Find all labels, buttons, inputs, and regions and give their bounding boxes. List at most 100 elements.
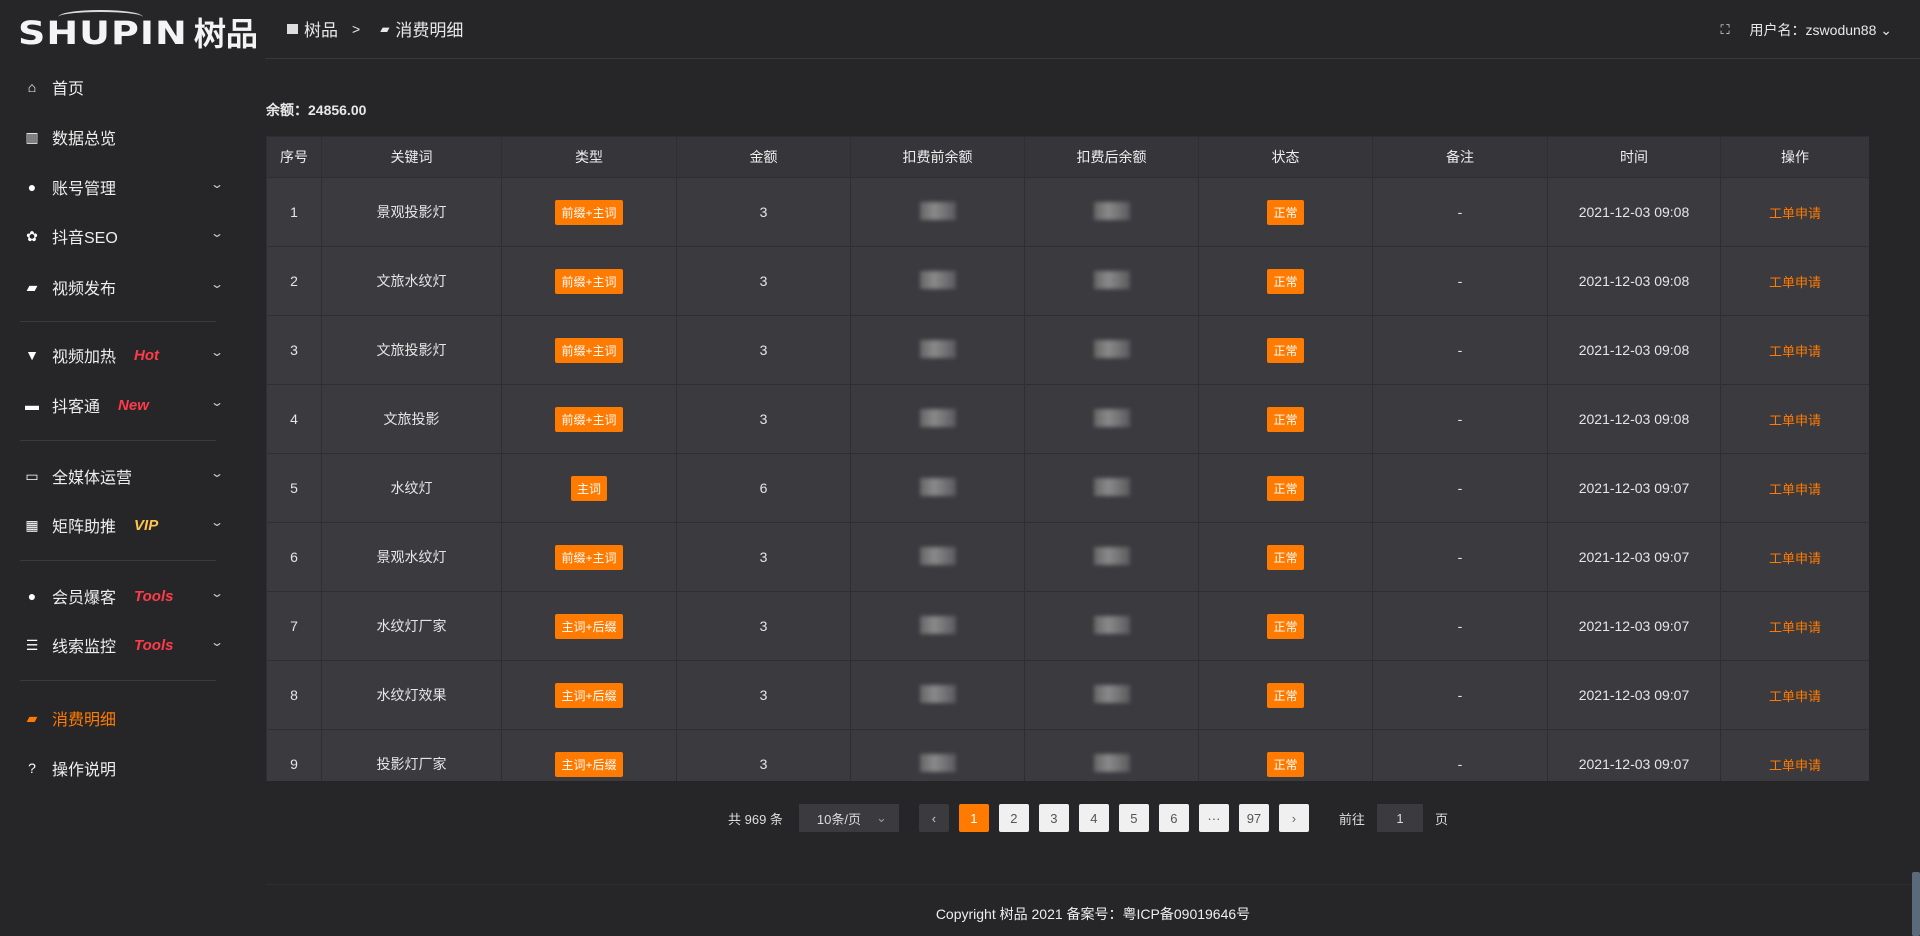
page-suffix: 页 (1434, 811, 1448, 827)
chevron-down-icon: ⌄ (209, 177, 225, 191)
page-button[interactable]: 6 (1158, 804, 1189, 832)
table-cell: 正常 (1198, 177, 1373, 247)
cell-text: 7 (290, 618, 298, 634)
cell-text: 3 (759, 273, 768, 289)
cell-text: 景观投影灯 (376, 204, 447, 220)
sidebar-item-7[interactable]: ▭ 全媒体运营 ⌄ (0, 456, 230, 496)
page-size-select[interactable]: 10条/页 ⌄ (798, 804, 899, 832)
cell-text: 2021-12-03 09:07 (1578, 549, 1690, 565)
table-cell (850, 591, 1025, 661)
table-cell: 工单申请 (1720, 522, 1869, 592)
ticket-link[interactable]: 工单申请 (1768, 688, 1821, 704)
table-cell: 水纹灯厂家 (321, 591, 502, 661)
table-row: 6 景观水纹灯 前缀+主词 3 正常 - 2021-12-03 09:07 工单申请 (266, 522, 1869, 592)
chevron-down-icon: ⌄ (1880, 22, 1892, 38)
status-badge: 正常 (1267, 751, 1304, 777)
scrollbar[interactable] (1912, 872, 1920, 936)
chevron-down-icon: ⌄ (209, 226, 225, 240)
page-button[interactable]: 3 (1038, 804, 1069, 832)
ticket-link[interactable]: 工单申请 (1768, 619, 1821, 635)
goto-label: 前往 (1338, 811, 1365, 827)
prev-page-button[interactable]: ‹ (918, 804, 949, 832)
table-cell (850, 453, 1025, 523)
sidebar-item-2[interactable]: ● 账号管理 ⌄ (0, 167, 230, 207)
breadcrumb-current: 消费明细 (395, 21, 464, 40)
user-icon: ● (27, 179, 37, 195)
cell-text: - (1457, 204, 1463, 220)
table-cell: 2021-12-03 09:08 (1547, 246, 1721, 316)
next-page-button[interactable]: › (1278, 804, 1309, 832)
table-cell: - (1372, 522, 1548, 592)
sidebar-item-label: 视频发布 (52, 281, 117, 298)
balance: 余额：24856.00 (266, 102, 367, 118)
table-cell: 3 (676, 246, 851, 316)
ticket-link[interactable]: 工单申请 (1768, 550, 1821, 566)
page-button[interactable]: 2 (998, 804, 1029, 832)
table-cell (1024, 246, 1199, 316)
blurred-balance (919, 753, 956, 772)
page-button[interactable]: ··· (1198, 804, 1229, 832)
table-cell: 前缀+主词 (501, 177, 677, 247)
ticket-link[interactable]: 工单申请 (1768, 343, 1821, 359)
cell-text: 3 (759, 204, 768, 220)
cell-text: 1 (290, 204, 298, 220)
sidebar-item-11[interactable]: ▰ 消费明细 (0, 698, 230, 738)
sidebar-item-1[interactable]: ▥ 数据总览 (0, 117, 230, 157)
sidebar-item-label: 首页 (52, 81, 85, 98)
ticket-link[interactable]: 工单申请 (1768, 205, 1821, 221)
sidebar-item-label: 抖音SEO (52, 230, 118, 247)
sliders-icon: ☰ (25, 636, 39, 653)
user-menu[interactable]: 用户名：zswodun88 ⌄ (1750, 20, 1892, 40)
cell-text: 5 (290, 480, 298, 496)
table-cell: 主词+后缀 (501, 591, 677, 661)
column-header: 时间 (1547, 136, 1721, 178)
sidebar-item-4[interactable]: ▰ 视频发布 ⌄ (0, 267, 230, 307)
table-cell: - (1372, 660, 1548, 730)
blurred-balance (919, 684, 956, 703)
breadcrumb-separator: > (352, 20, 361, 37)
table-cell: 工单申请 (1720, 246, 1869, 316)
table-cell: - (1372, 315, 1548, 385)
sidebar-item-5[interactable]: ▼ 视频加热 Hot ⌄ (0, 335, 230, 375)
table-row: 5 水纹灯 主词 6 正常 - 2021-12-03 09:07 工单申请 (266, 453, 1869, 523)
table-cell: 3 (676, 660, 851, 730)
ticket-link[interactable]: 工单申请 (1768, 757, 1821, 773)
sidebar-item-12[interactable]: ? 操作说明 (0, 748, 230, 788)
consumption-table[interactable]: 序号 关键词 类型 金额 扣费前余额 扣费后余额 状态 备注 时间 操作 1 景观投影灯 前缀+主词 3… (266, 136, 1869, 781)
goto-page-input[interactable]: 1 (1376, 804, 1423, 832)
sidebar-item-10[interactable]: ☰ 线索监控 Tools ⌄ (0, 625, 230, 665)
sidebar-item-label: 消费明细 (52, 712, 117, 729)
blurred-balance (1093, 477, 1130, 496)
sidebar-tag: VIP (134, 516, 159, 534)
table-cell: 工单申请 (1720, 729, 1869, 781)
ticket-link[interactable]: 工单申请 (1768, 412, 1821, 428)
table-cell: 2 (266, 246, 322, 316)
sidebar-item-9[interactable]: ● 会员爆客 Tools ⌄ (0, 576, 230, 616)
table-cell: 工单申请 (1720, 660, 1869, 730)
sidebar-item-8[interactable]: ▦ 矩阵助推 VIP ⌄ (0, 505, 230, 545)
breadcrumb-home[interactable]: 树品 (304, 21, 338, 40)
fullscreen-icon[interactable]: ⛶ (1720, 22, 1730, 37)
table-row: 9 投影灯厂家 主词+后缀 3 正常 - 2021-12-03 09:07 工单申请 (266, 729, 1869, 781)
divider (20, 680, 216, 681)
sidebar-item-6[interactable]: ▬ 抖客通 New ⌄ (0, 385, 230, 425)
table-cell (1024, 591, 1199, 661)
table-cell: 景观投影灯 (321, 177, 502, 247)
chevron-down-icon: ⌄ (209, 395, 225, 409)
cell-text: 3 (290, 342, 298, 358)
sidebar-item-3[interactable]: ✿ 抖音SEO ⌄ (0, 216, 230, 256)
ticket-link[interactable]: 工单申请 (1768, 481, 1821, 497)
ticket-link[interactable]: 工单申请 (1768, 274, 1821, 290)
page-button[interactable]: 5 (1118, 804, 1149, 832)
page-button[interactable]: 1 (958, 804, 989, 832)
cell-text: 3 (759, 549, 768, 565)
table-row: 7 水纹灯厂家 主词+后缀 3 正常 - 2021-12-03 09:07 工单申请 (266, 591, 1869, 661)
table-row: 4 文旅投影 前缀+主词 3 正常 - 2021-12-03 09:08 工单申请 (266, 384, 1869, 454)
table-cell: 4 (266, 384, 322, 454)
chevron-down-icon: ⌄ (876, 810, 887, 825)
page-button[interactable]: 97 (1238, 804, 1269, 832)
sidebar-item-0[interactable]: ⌂ 首页 (0, 67, 230, 107)
sidebar-item-label: 线索监控 (52, 639, 117, 656)
page-button[interactable]: 4 (1078, 804, 1109, 832)
cell-text: 2021-12-03 09:07 (1578, 756, 1690, 772)
